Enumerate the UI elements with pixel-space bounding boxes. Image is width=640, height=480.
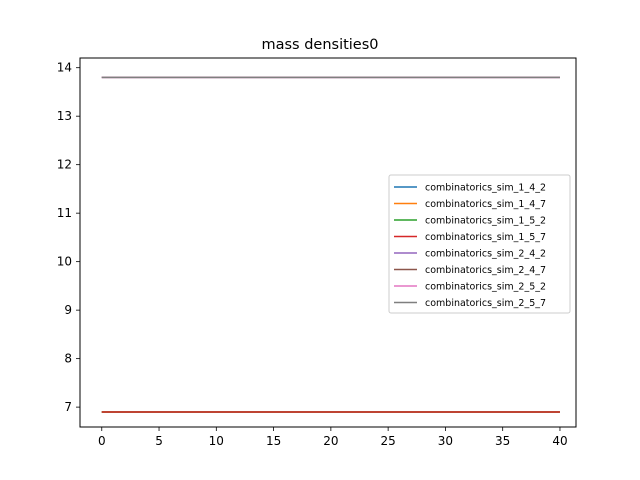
legend-entry-label: combinatorics_sim_2_4_7 xyxy=(425,265,546,276)
x-tick-label: 35 xyxy=(495,434,510,448)
y-tick-label: 13 xyxy=(57,109,72,123)
legend-entry-label: combinatorics_sim_1_5_2 xyxy=(425,216,546,227)
legend-entry-label: combinatorics_sim_1_4_7 xyxy=(425,199,546,210)
x-tick-label: 15 xyxy=(266,434,281,448)
x-tick-label: 30 xyxy=(438,434,453,448)
y-tick-label: 11 xyxy=(57,206,72,220)
y-axis: 7 8 9 10 11 12 13 14 xyxy=(57,61,80,414)
y-tick-label: 10 xyxy=(57,255,72,269)
y-tick-label: 12 xyxy=(57,158,72,172)
x-tick-label: 40 xyxy=(552,434,567,448)
y-tick-label: 7 xyxy=(64,400,72,414)
x-tick-label: 5 xyxy=(155,434,163,448)
plot-area-frame xyxy=(79,57,577,428)
y-tick-label: 14 xyxy=(57,61,72,75)
y-tick-label: 8 xyxy=(64,352,72,366)
x-tick-label: 10 xyxy=(209,434,224,448)
x-tick-label: 0 xyxy=(98,434,106,448)
legend: combinatorics_sim_1_4_2 combinatorics_sim… xyxy=(388,174,571,314)
series-lines xyxy=(101,76,560,413)
x-tick-label: 20 xyxy=(323,434,338,448)
legend-entry-label: combinatorics_sim_2_4_2 xyxy=(425,249,546,260)
x-tick-label: 25 xyxy=(380,434,395,448)
chart-title: mass densities0 xyxy=(261,37,378,53)
legend-entry-label: combinatorics_sim_2_5_7 xyxy=(425,298,546,309)
legend-entry-label: combinatorics_sim_1_4_2 xyxy=(425,183,546,194)
legend-entry-label: combinatorics_sim_2_5_2 xyxy=(425,282,546,293)
legend-box xyxy=(388,174,571,314)
legend-entry-label: combinatorics_sim_1_5_7 xyxy=(425,232,546,243)
y-tick-label: 9 xyxy=(64,303,72,317)
x-axis: 0 5 10 15 20 25 30 35 40 xyxy=(98,427,568,448)
